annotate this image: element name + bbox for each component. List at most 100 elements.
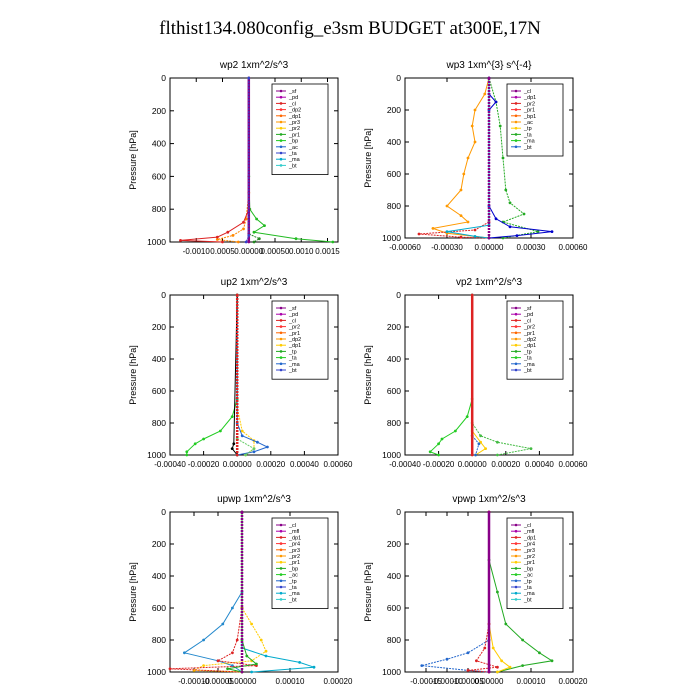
legend-label: _bt xyxy=(523,597,532,603)
data-point xyxy=(250,670,254,674)
legend-marker xyxy=(514,343,518,347)
legend-marker xyxy=(279,319,283,322)
y-tick-label: 200 xyxy=(387,105,401,115)
x-tick-label: 0.0010 xyxy=(289,247,314,256)
x-tick-label: -0.00030 xyxy=(431,243,463,252)
data-point xyxy=(240,429,244,433)
legend-label: _dp2 xyxy=(523,337,536,343)
data-point xyxy=(501,156,505,160)
y-tick-label: 0 xyxy=(396,290,401,300)
data-point xyxy=(487,236,491,240)
chart-panel-1: wp2 1xm^2/s^3 Pressure [hPa] 0 200 400 600 800… xyxy=(128,60,340,256)
data-point xyxy=(231,606,234,610)
legend-marker xyxy=(279,585,283,589)
data-point xyxy=(459,235,463,239)
legend-marker xyxy=(514,102,518,105)
legend-label: _ta xyxy=(523,585,533,591)
x-tick-label: 0.00040 xyxy=(290,460,319,469)
legend-label: _ac xyxy=(523,573,533,579)
legend-marker xyxy=(514,319,518,322)
data-point xyxy=(459,188,463,192)
legend-marker xyxy=(279,95,283,99)
panel-title: upwp 1xm^2/s^3 xyxy=(217,494,291,505)
data-point xyxy=(473,235,477,238)
data-point xyxy=(263,224,266,228)
legend-marker xyxy=(514,523,518,527)
y-tick-label: 600 xyxy=(152,386,166,396)
legend-marker xyxy=(279,368,283,372)
legend-label: _sf xyxy=(288,89,297,95)
y-tick-label: 800 xyxy=(387,635,401,645)
data-point xyxy=(202,638,206,642)
legend-label: _ta xyxy=(288,356,298,362)
x-tick-label: 0.00000 xyxy=(234,247,263,256)
data-point xyxy=(259,638,263,642)
data-point xyxy=(252,240,256,244)
legend-label: _pr1 xyxy=(523,560,535,566)
legend-marker xyxy=(514,337,518,341)
legend-marker xyxy=(279,102,283,105)
chart-panel-4: vp2 1xm^2/s^3 Pressure [hPa] 0 200 400 600 800… xyxy=(363,277,588,469)
legend-label: _bt xyxy=(288,163,297,169)
legend-marker xyxy=(279,331,283,335)
y-tick-label: 1000 xyxy=(382,233,401,243)
data-point xyxy=(420,664,424,667)
x-tick-label: -0.00010 xyxy=(178,677,210,686)
data-point xyxy=(466,220,470,224)
legend-marker xyxy=(279,548,283,552)
data-point xyxy=(247,234,251,237)
series-line-dp1 xyxy=(169,512,257,673)
y-tick-label: 0 xyxy=(161,73,166,83)
x-tick-label: -0.00040 xyxy=(154,460,186,469)
data-point xyxy=(437,442,440,446)
series-line-pr1 xyxy=(193,512,267,673)
legend-marker xyxy=(279,560,283,564)
legend-marker xyxy=(279,108,283,111)
data-point xyxy=(529,447,533,450)
data-point xyxy=(500,659,503,663)
data-point xyxy=(475,659,478,663)
y-tick-label: 0 xyxy=(161,507,166,517)
legend-marker xyxy=(279,337,283,341)
legend-label: _ac xyxy=(288,573,298,579)
legend-label: _pd xyxy=(288,312,298,318)
legend-marker xyxy=(279,164,283,167)
data-point xyxy=(508,665,512,669)
y-axis-label: Pressure [hPa] xyxy=(128,562,138,622)
data-point xyxy=(247,240,251,244)
data-point xyxy=(242,220,245,224)
x-tick-label: -0.00005 xyxy=(202,677,234,686)
data-point xyxy=(231,651,234,655)
data-point xyxy=(496,665,499,669)
series-line-pr2 xyxy=(431,77,490,239)
legend-label: _dp2 xyxy=(288,337,301,343)
legend-label: _bt xyxy=(288,597,297,603)
data-point xyxy=(521,638,524,642)
legend-marker xyxy=(279,114,283,118)
chart-panel-3: up2 1xm^2/s^3 Pressure [hPa] 0 200 400 600 800… xyxy=(128,277,353,469)
legend-label: _cl xyxy=(523,89,531,95)
legend-label: _dp1 xyxy=(288,343,301,349)
panel-title: up2 1xm^2/s^3 xyxy=(221,277,288,288)
data-point xyxy=(252,447,256,450)
y-axis-label: Pressure [hPa] xyxy=(128,345,138,405)
data-point xyxy=(244,240,248,244)
data-point xyxy=(255,217,258,221)
y-tick-label: 1000 xyxy=(147,450,166,460)
legend-marker xyxy=(279,591,283,595)
legend-label: _ta xyxy=(288,585,298,591)
legend-label: _dp1 xyxy=(288,535,301,541)
legend-label: _tp xyxy=(523,349,532,355)
legend-marker xyxy=(279,89,283,93)
x-tick-label: -0.00020 xyxy=(188,460,220,469)
data-point xyxy=(538,651,541,655)
legend-label: _ta xyxy=(523,132,533,138)
y-tick-label: 400 xyxy=(387,137,401,147)
data-point xyxy=(445,657,449,661)
data-point xyxy=(240,510,244,514)
data-point xyxy=(185,453,189,457)
legend-marker xyxy=(279,120,283,124)
data-point xyxy=(168,667,172,671)
legend-marker xyxy=(279,536,283,539)
data-point xyxy=(479,434,482,438)
